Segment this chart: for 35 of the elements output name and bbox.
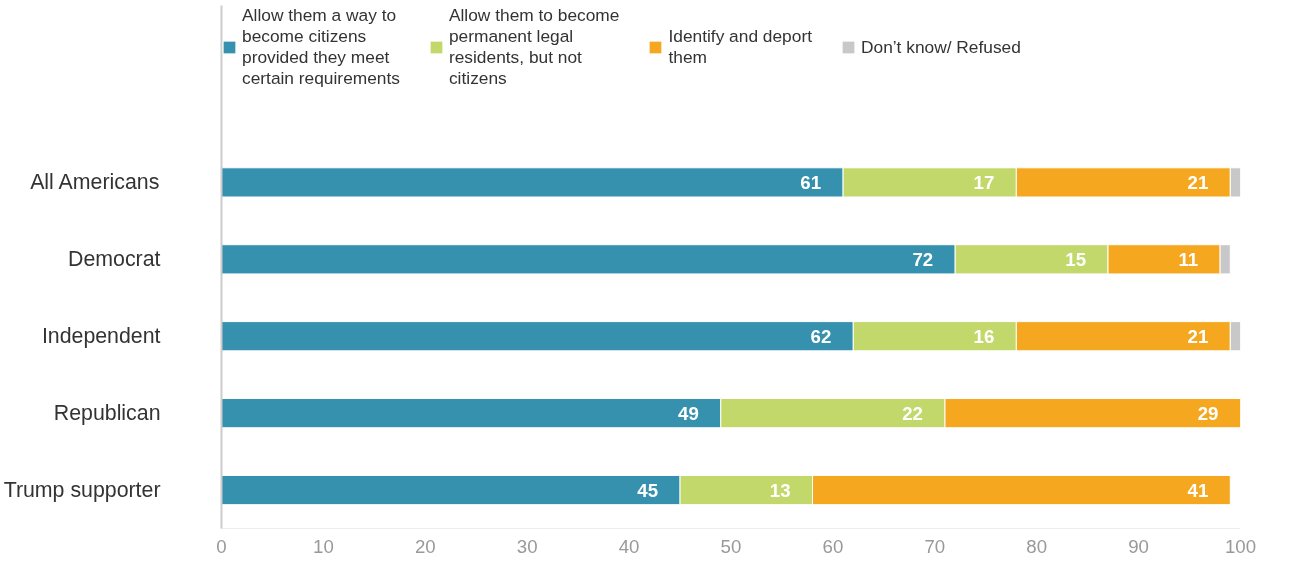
legend-label: Identify and deport them	[668, 26, 812, 68]
data-label: 13	[769, 479, 791, 501]
data-label: 72	[912, 248, 934, 270]
data-label: 22	[902, 402, 923, 424]
data-label: 16	[973, 325, 995, 347]
x-tick-label: 40	[618, 535, 640, 557]
legend-label: Allow them to become permanent legal residents, but not citizens	[448, 5, 620, 89]
x-tick-label: 10	[313, 535, 334, 557]
legend-label: Don’t know/ Refused	[860, 36, 1021, 58]
data-label: 49	[678, 402, 699, 424]
data-label: 11	[1178, 248, 1199, 270]
y-tick-label: All Americans	[30, 170, 160, 195]
x-tick-label: 20	[414, 535, 436, 557]
data-label: 62	[810, 325, 832, 347]
data-label: 45	[637, 479, 659, 501]
x-tick-label: 70	[924, 535, 946, 557]
x-tick-label: 90	[1128, 535, 1149, 557]
x-tick-label: 80	[1026, 535, 1048, 557]
x-tick-label: 30	[516, 535, 538, 557]
data-label: 21	[1187, 325, 1209, 347]
x-tick-label: 60	[822, 535, 844, 557]
x-tick-label: 100	[1224, 535, 1257, 557]
data-label: 17	[973, 171, 995, 193]
y-tick-label: Republican	[53, 401, 161, 426]
y-tick-label: Democrat	[68, 247, 161, 272]
data-label: 29	[1197, 402, 1219, 424]
legend-label: Allow them a way to become citizens provided they meet certain requirements	[242, 5, 400, 89]
y-tick-label: Independent	[41, 324, 161, 349]
x-tick-label: 0	[216, 535, 227, 557]
data-label: 61	[800, 171, 822, 193]
data-label: 21	[1187, 171, 1209, 193]
x-tick-label: 50	[720, 535, 742, 557]
data-label: 15	[1065, 248, 1087, 270]
y-tick-label: Trump supporter	[3, 478, 161, 503]
data-label: 41	[1187, 479, 1209, 501]
